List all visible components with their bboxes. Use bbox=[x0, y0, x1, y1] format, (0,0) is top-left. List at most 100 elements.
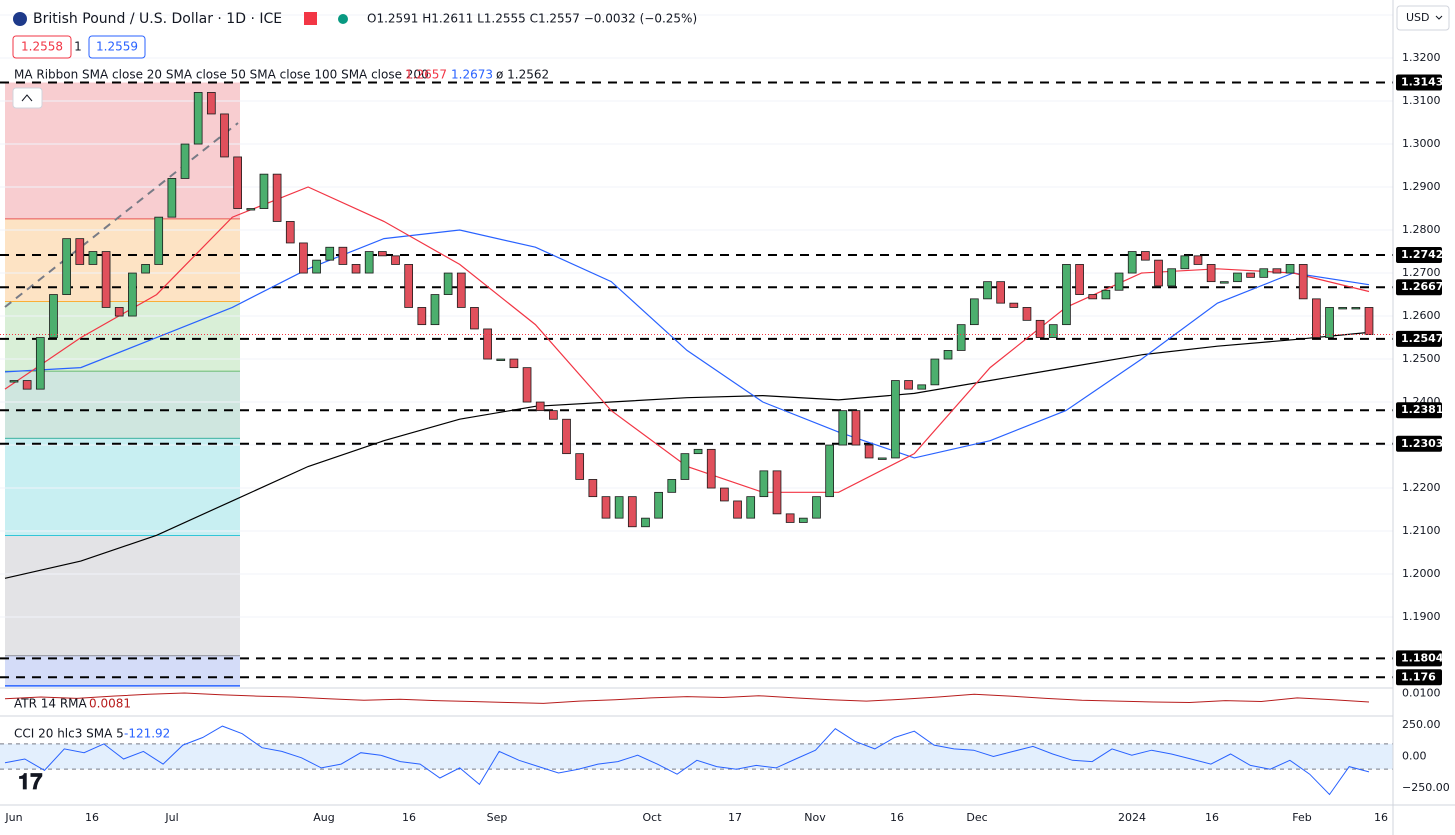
y-tick-label: 1.2900 bbox=[1402, 180, 1441, 193]
candle bbox=[180, 143, 190, 179]
x-label: 16 bbox=[85, 811, 99, 824]
candle bbox=[1009, 302, 1019, 308]
candle bbox=[917, 384, 927, 390]
candle bbox=[614, 496, 624, 519]
currency[interactable]: USD bbox=[1406, 11, 1430, 24]
candle bbox=[627, 496, 637, 528]
candle bbox=[838, 410, 848, 446]
candle bbox=[956, 324, 966, 351]
x-label: Jun bbox=[4, 811, 22, 824]
candle bbox=[851, 410, 861, 446]
y-tick-label: 1.2200 bbox=[1402, 481, 1441, 494]
sell-price[interactable]: 1.2558 bbox=[21, 40, 63, 54]
candle bbox=[246, 208, 256, 211]
candle bbox=[1101, 289, 1111, 300]
y-tick-label: 1.2500 bbox=[1402, 352, 1441, 365]
candle bbox=[404, 264, 414, 308]
candle bbox=[825, 444, 834, 498]
candle bbox=[193, 92, 203, 145]
quantity: 1 bbox=[74, 40, 82, 54]
level-label: 1.2303 bbox=[1401, 437, 1443, 450]
ma-line bbox=[4, 331, 1370, 579]
candle bbox=[1062, 264, 1071, 326]
candle bbox=[641, 517, 650, 528]
candle bbox=[430, 294, 440, 326]
candle bbox=[259, 173, 269, 209]
candle bbox=[1127, 251, 1137, 274]
candle bbox=[1233, 272, 1242, 283]
level-label: 1.2381 bbox=[1401, 403, 1443, 416]
x-label: Dec bbox=[966, 811, 987, 824]
candle bbox=[101, 251, 111, 308]
y-tick-label: 1.1900 bbox=[1402, 610, 1441, 623]
candle bbox=[509, 358, 519, 369]
candle bbox=[1272, 268, 1282, 274]
candle bbox=[378, 251, 387, 257]
candle bbox=[1114, 272, 1124, 291]
y-tick-label: 1.2800 bbox=[1402, 223, 1441, 236]
x-label: Aug bbox=[313, 811, 334, 824]
candle bbox=[391, 255, 400, 265]
candle bbox=[1141, 251, 1150, 261]
candle bbox=[483, 328, 492, 360]
level-label: 1.2547 bbox=[1401, 332, 1443, 345]
level-box bbox=[1396, 330, 1442, 347]
candle bbox=[1075, 264, 1084, 295]
buy-button[interactable] bbox=[88, 35, 146, 59]
x-label: Sep bbox=[487, 811, 508, 824]
candle bbox=[1180, 255, 1190, 270]
candle bbox=[62, 238, 71, 295]
candle bbox=[746, 496, 756, 519]
candle bbox=[904, 380, 913, 390]
candle bbox=[1154, 259, 1163, 287]
candle bbox=[1048, 324, 1058, 338]
candle bbox=[443, 272, 453, 295]
candle bbox=[930, 358, 940, 386]
candle bbox=[969, 298, 979, 326]
candle bbox=[1088, 294, 1098, 300]
collapse-icon bbox=[21, 94, 33, 102]
candle bbox=[1219, 281, 1229, 284]
candles bbox=[0, 92, 1393, 528]
buy-price[interactable]: 1.2559 bbox=[96, 40, 138, 54]
candle bbox=[522, 367, 532, 403]
x-label: Oct bbox=[642, 811, 662, 824]
y-tick-label: 1.3000 bbox=[1402, 137, 1441, 150]
symbol-title[interactable]: British Pound / U.S. Dollar · 1D · ICE bbox=[33, 11, 282, 27]
candle bbox=[1338, 307, 1348, 310]
level-box bbox=[1396, 246, 1442, 263]
flag-icon bbox=[13, 12, 27, 26]
ohlc: O1.2591 H1.2611 L1.2555 C1.2557 −0.0032 … bbox=[367, 12, 697, 26]
candle bbox=[88, 251, 98, 265]
candle bbox=[299, 242, 308, 274]
candle bbox=[206, 92, 216, 115]
candle bbox=[588, 479, 598, 498]
candle bbox=[114, 307, 124, 317]
candle bbox=[680, 453, 690, 480]
ma-value: 1.2673 bbox=[451, 68, 493, 82]
candle bbox=[35, 337, 45, 390]
collapse-button[interactable] bbox=[12, 87, 43, 109]
y-tick-label: −250.00 bbox=[1402, 781, 1450, 794]
level-box bbox=[1396, 650, 1442, 667]
candle bbox=[772, 470, 782, 515]
candle bbox=[496, 358, 506, 361]
level-box bbox=[1396, 279, 1442, 296]
level-label: 1.2667 bbox=[1401, 280, 1443, 293]
candle bbox=[720, 487, 729, 502]
currency-button[interactable] bbox=[1396, 5, 1450, 31]
candle bbox=[338, 246, 348, 265]
ma-ribbon-label[interactable]: MA Ribbon SMA close 20 SMA close 50 SMA … bbox=[14, 68, 429, 82]
indicator-line bbox=[4, 725, 1370, 796]
y-tick-label: 1.2600 bbox=[1402, 309, 1441, 322]
sell-button[interactable] bbox=[12, 35, 72, 59]
candle bbox=[1206, 264, 1216, 283]
candle bbox=[364, 251, 374, 274]
cci-value: -121.92 bbox=[124, 727, 170, 741]
candle bbox=[733, 500, 742, 519]
candle bbox=[456, 272, 466, 308]
flag-marker[interactable] bbox=[304, 12, 317, 25]
candle bbox=[785, 513, 795, 523]
y-tick-label: 1.3100 bbox=[1402, 94, 1441, 107]
